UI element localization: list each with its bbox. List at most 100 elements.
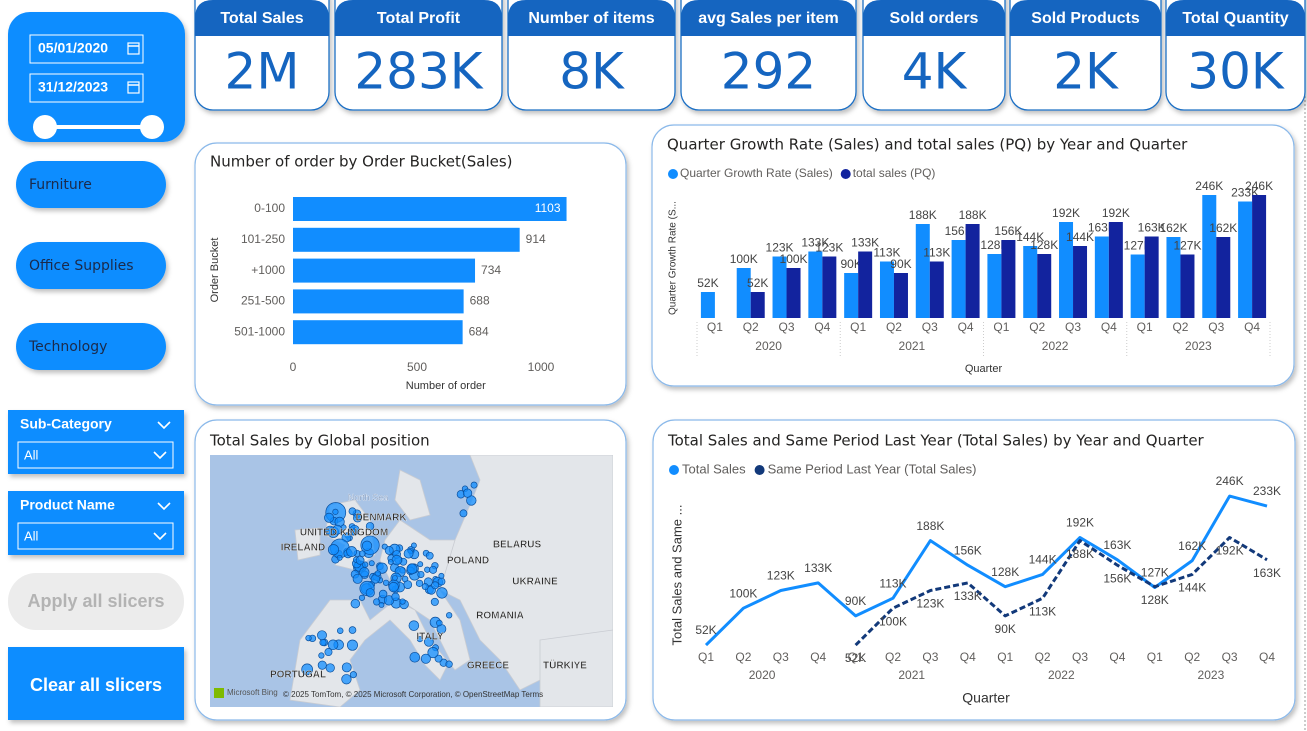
x-tick-label: Q2 — [735, 650, 751, 664]
bar — [293, 320, 463, 345]
kpi-value: 2K — [1053, 43, 1119, 101]
chart-title: Quarter Growth Rate (Sales) and total sa… — [667, 136, 1188, 154]
kpi-label: Total Profit — [377, 10, 461, 27]
legend-label: total sales (PQ) — [853, 166, 936, 180]
slider-handle[interactable] — [33, 115, 57, 139]
x-tick-label: Q1 — [698, 650, 714, 664]
chart-title: Total Sales by Global position — [209, 432, 430, 450]
button-bg — [16, 161, 166, 208]
x-axis-title: Number of order — [406, 380, 486, 392]
map-bubble — [421, 583, 429, 591]
data-label: 90K — [840, 257, 861, 271]
card-header — [335, 0, 502, 36]
kpi-value: 8K — [559, 43, 625, 101]
map-bubble — [417, 570, 425, 579]
bar — [1166, 237, 1181, 318]
bar — [1202, 195, 1217, 318]
data-label: 90K — [995, 622, 1016, 636]
map-bubble — [417, 561, 424, 568]
button-bg — [16, 323, 166, 370]
card-header — [1166, 0, 1305, 36]
dropdown[interactable]: Product Name All — [8, 491, 184, 555]
kpi-value: 2M — [225, 43, 300, 101]
chart-title: Total Sales and Same Period Last Year (T… — [667, 432, 1205, 450]
x-tick-label: Q3 — [922, 650, 938, 664]
button-label: Office Supplies — [29, 258, 134, 274]
map-bubble — [349, 671, 357, 679]
date-input[interactable] — [29, 34, 144, 64]
bar — [293, 258, 476, 283]
x-group-label: 2023 — [1185, 339, 1212, 353]
date-slicer[interactable]: 05/01/2020 31/12/2023 — [8, 12, 185, 142]
map-bubble — [437, 577, 446, 586]
map-bubble — [459, 509, 468, 518]
slider-handle[interactable] — [140, 115, 164, 139]
bar — [858, 251, 873, 318]
data-label: 192K — [1102, 206, 1130, 220]
map-label: UNITED KINGDOM — [300, 528, 388, 539]
data-label: 156K — [954, 543, 982, 557]
map-bubble — [318, 652, 325, 659]
bar — [736, 268, 751, 318]
map-bubble — [327, 639, 339, 651]
bar — [772, 256, 787, 318]
data-label: 156K — [1103, 571, 1131, 585]
x-tick-label: Q4 — [958, 320, 974, 334]
x-tick-label: Q1 — [1137, 320, 1153, 334]
kpi-label: Total Quantity — [1182, 10, 1288, 27]
map-visual[interactable]: Total Sales by Global position North Sea D… — [209, 432, 613, 708]
y-axis-title: Quarter Growth Rate (S... — [668, 201, 679, 315]
data-label: 734 — [481, 263, 501, 277]
data-label: 688 — [470, 294, 490, 308]
apply-button[interactable]: Apply all slicers — [8, 573, 184, 630]
kpi-value: 30K — [1187, 43, 1285, 101]
y-axis-title: Order Bucket — [209, 238, 221, 303]
map-bubble — [403, 580, 413, 589]
date-text: 05/01/2020 — [38, 40, 108, 56]
bar — [808, 251, 823, 318]
clear-button[interactable]: Clear all slicers — [8, 647, 184, 720]
category-button[interactable]: Office Supplies — [16, 242, 166, 289]
map-bubble — [470, 481, 478, 489]
bar — [786, 268, 801, 318]
category-button[interactable]: Technology — [16, 323, 166, 370]
dropdown[interactable]: Sub-Category All — [8, 410, 184, 474]
dropdown-label: Product Name — [20, 497, 115, 513]
x-group-label: 2023 — [1198, 668, 1225, 682]
y-tick-label: 251-500 — [241, 294, 285, 308]
map-bubble — [403, 548, 414, 559]
map-bubble — [374, 570, 381, 577]
x-tick-label: 500 — [407, 360, 427, 374]
kpi-card: Sold orders 4K — [862, 0, 1006, 111]
date-input[interactable] — [29, 73, 144, 103]
data-label: 163K — [1253, 566, 1281, 580]
map-bubble — [352, 573, 363, 584]
data-label: 123K — [916, 597, 944, 611]
map-bubble — [382, 579, 390, 586]
data-label: 113K — [879, 576, 906, 590]
map-bubble — [423, 636, 434, 647]
bar — [987, 254, 1002, 318]
map-bubble — [429, 565, 438, 574]
data-label: 113K — [923, 246, 950, 260]
x-tick-label: Q3 — [773, 650, 789, 664]
data-label: 246K — [1245, 179, 1273, 193]
kpi-card: Total Sales 2M — [194, 0, 330, 111]
map-bubble — [425, 551, 434, 560]
map-bubble — [348, 507, 357, 516]
bar — [915, 224, 930, 318]
x-group-label: 2020 — [749, 668, 776, 682]
data-label: 684 — [469, 324, 489, 338]
map-bubble — [324, 648, 333, 657]
x-tick-label: Q3 — [1222, 650, 1238, 664]
data-label: 100K — [730, 252, 758, 266]
map-bubble — [336, 627, 344, 634]
category-button[interactable]: Furniture — [16, 161, 166, 208]
legend-marker — [668, 169, 678, 179]
data-label: 113K — [1029, 604, 1056, 618]
map-label: UKRAINE — [512, 577, 558, 588]
bar — [1001, 240, 1016, 318]
map-bubble — [346, 546, 358, 557]
map-bubble — [391, 554, 403, 566]
map-bubble — [336, 554, 343, 561]
